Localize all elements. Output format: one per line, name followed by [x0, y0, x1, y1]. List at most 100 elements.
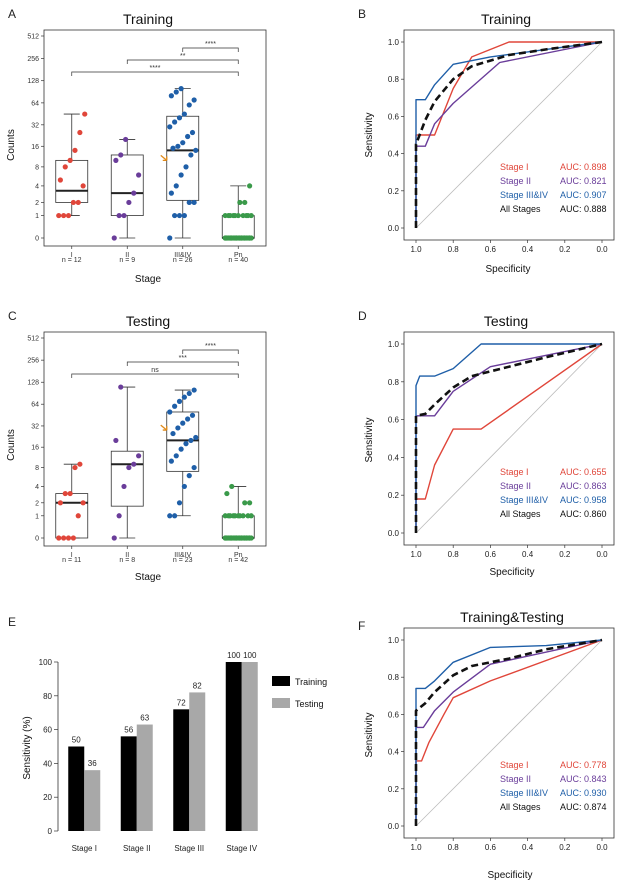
y-tick-label: 4	[35, 183, 39, 190]
roc-curve-3	[415, 639, 603, 826]
x-tick-label: 0.8	[448, 843, 460, 852]
data-point	[245, 212, 251, 219]
roc-plot-f: 0.0 0.0 0.2 0.2 0.4 0.4 0.6 0.6 0.8 0.8 1.0 1.0 Stag…	[388, 627, 615, 852]
data-point	[121, 483, 127, 490]
data-point	[118, 152, 124, 158]
legend-auc-value: AUC: 0.778	[560, 760, 607, 770]
y-tick-label: 64	[31, 402, 39, 409]
roc-plot-b: 0.0 0.0 0.2 0.2 0.4 0.4 0.6 0.6 0.8 0.8 1.0 1.0 Stag…	[388, 29, 615, 254]
x-tick-label: Pn	[234, 252, 243, 259]
x-tick-label: 0.0	[596, 843, 608, 852]
n-label: n = 40	[228, 257, 248, 264]
legend-auc-value: AUC: 0.958	[560, 495, 607, 505]
data-point	[123, 136, 129, 143]
panel-a-ylabel: Counts	[6, 129, 17, 161]
data-point	[185, 133, 191, 140]
y-tick-label: 128	[27, 380, 39, 387]
x-tick-label: Pn	[234, 552, 243, 559]
panel-d-xlabel: Specificity	[489, 567, 534, 578]
x-tick-label: II	[125, 552, 129, 559]
roc-plot-d: 0.0 0.0 0.2 0.2 0.4 0.4 0.6 0.6 0.8 0.8 1.0 1.0 Stag…	[388, 331, 615, 559]
data-point	[242, 500, 248, 506]
panel-f-xlabel: Specificity	[487, 870, 532, 881]
data-point	[67, 490, 73, 497]
y-tick-label: 16	[31, 445, 39, 452]
data-point	[113, 157, 119, 163]
data-point	[131, 190, 137, 196]
y-tick-label: 1.0	[388, 38, 400, 47]
data-point	[247, 183, 253, 189]
x-tick-label: 0.8	[448, 550, 460, 559]
panel-a: A Training Counts Stage 0 1 2 4 8 16 32 64 128 25…	[6, 7, 267, 285]
legend-series-name: Stage II	[500, 176, 531, 186]
x-tick-label: III&IV	[174, 252, 191, 259]
data-point	[57, 500, 63, 506]
n-label: n = 23	[173, 557, 193, 564]
data-point	[189, 129, 196, 136]
y-tick-label: 0.2	[388, 491, 400, 500]
y-tick-label: 0.8	[388, 378, 400, 387]
y-tick-label: 0	[35, 536, 39, 543]
y-tick-label: 1.0	[388, 636, 400, 645]
data-point	[247, 235, 253, 241]
legend-label: Testing	[295, 699, 324, 709]
y-tick-label: 0.4	[388, 748, 400, 757]
y-tick-label: 0.4	[388, 150, 400, 159]
significance-label: **	[180, 53, 186, 60]
x-tick-label: 0.6	[485, 245, 497, 254]
n-label: n = 26	[173, 257, 193, 264]
panel-c: C Testing Counts Stage 0 1 2 4 8 16 32 64 128 256…	[6, 309, 267, 583]
diagonal-reference	[415, 639, 603, 827]
data-point	[238, 535, 245, 541]
data-point	[243, 535, 249, 541]
data-point	[111, 235, 117, 241]
panel-f-title: Training&Testing	[460, 609, 564, 625]
data-point	[113, 437, 119, 444]
data-point	[80, 183, 86, 189]
data-point	[186, 102, 192, 108]
bar-value-label: 36	[88, 759, 97, 768]
x-category-label: Stage II	[123, 844, 151, 853]
y-tick-label: 0.2	[388, 187, 400, 196]
data-point	[170, 145, 176, 151]
y-tick-label: 0.2	[388, 785, 400, 794]
iqr-box	[110, 450, 144, 507]
significance-bracket	[71, 71, 239, 76]
legend-series-name: Stage II	[500, 774, 531, 784]
panel-d-ylabel: Sensitivity	[364, 417, 375, 462]
x-tick-label: 0.0	[596, 245, 608, 254]
y-tick-label: 1	[35, 213, 39, 220]
legend-auc-value: AUC: 0.874	[560, 802, 607, 812]
panel-b-xlabel: Specificity	[485, 264, 530, 275]
data-point	[237, 199, 243, 206]
data-point	[191, 464, 197, 471]
data-point	[240, 212, 246, 219]
panel-d-letter: D	[358, 309, 367, 323]
y-tick-label: 1	[35, 513, 39, 520]
data-point	[227, 513, 233, 519]
y-tick-label: 0.0	[388, 822, 400, 831]
legend-swatch-testing	[272, 698, 290, 708]
bar-training	[173, 709, 190, 831]
legend-series-name: Stage III&IV	[500, 788, 548, 798]
box-plot-a: 0 1 2 4 8 16 32 64 128 256 512 In = 12 IIn = 9 III&IV…	[27, 29, 267, 264]
roc-curve-1	[415, 639, 603, 826]
y-tick-label: 256	[27, 358, 39, 365]
data-point	[82, 111, 88, 117]
data-point	[167, 124, 173, 130]
x-tick-label: 0.2	[559, 550, 571, 559]
data-point	[176, 212, 183, 219]
y-tick-label: 8	[35, 164, 39, 171]
n-label: n = 8	[119, 557, 135, 564]
y-tick-label: 60	[43, 726, 52, 735]
data-point	[178, 446, 184, 452]
significance-bracket	[71, 373, 239, 378]
data-point	[229, 535, 235, 541]
data-point	[176, 115, 183, 121]
data-point	[224, 235, 230, 241]
data-point	[229, 483, 235, 490]
panel-b-letter: B	[358, 7, 366, 21]
panel-f: F Training&Testing Sensitivity Specifici…	[358, 609, 615, 881]
data-point	[168, 458, 174, 464]
